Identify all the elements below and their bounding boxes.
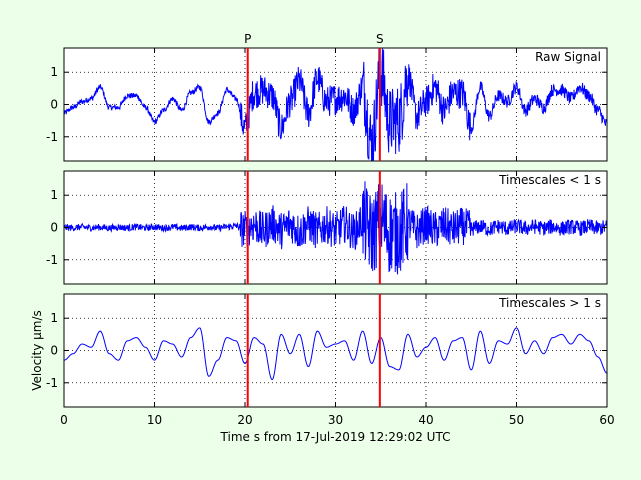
trace-line: [63, 181, 608, 275]
x-axis-label: Time s from 17-Jul-2019 12:29:02 UTC: [220, 430, 451, 444]
panels-layer: -1 0 1 Raw Signal -1 0 1 Timescales < 1 s -1 0 1 Ti…: [30, 47, 615, 427]
x-tick-label: 30: [328, 413, 343, 427]
x-tick-label: 60: [599, 413, 614, 427]
x-tick-label: 50: [509, 413, 524, 427]
panel-3: -1 0 1 Timescales > 1 s Velocity μm/s 0 10 20 30…: [30, 293, 615, 427]
panel-1: -1 0 1 Raw Signal: [46, 47, 608, 162]
x-tick-label: 0: [60, 413, 68, 427]
panel-title: Raw Signal: [535, 50, 601, 64]
pick-label-p: P: [244, 32, 251, 46]
y-tick-label: -1: [46, 253, 58, 267]
y-tick-label: 0: [50, 98, 58, 112]
pick-label-s: S: [376, 32, 384, 46]
y-tick-label: 0: [50, 344, 58, 358]
panel-title: Timescales < 1 s: [498, 173, 601, 187]
y-tick-label: 1: [50, 311, 58, 325]
x-tick-label: 40: [418, 413, 433, 427]
y-tick-label: 0: [50, 221, 58, 235]
panel-title: Timescales > 1 s: [498, 296, 601, 310]
x-tick-label: 10: [147, 413, 162, 427]
x-tick-label: 20: [237, 413, 252, 427]
y-tick-label: 1: [50, 188, 58, 202]
y-axis-label: Velocity μm/s: [30, 310, 44, 391]
y-tick-label: -1: [46, 130, 58, 144]
panel-2: -1 0 1 Timescales < 1 s: [46, 170, 608, 285]
trace-line: [63, 48, 608, 162]
y-tick-label: 1: [50, 65, 58, 79]
y-tick-label: -1: [46, 376, 58, 390]
trace-line: [63, 327, 608, 381]
